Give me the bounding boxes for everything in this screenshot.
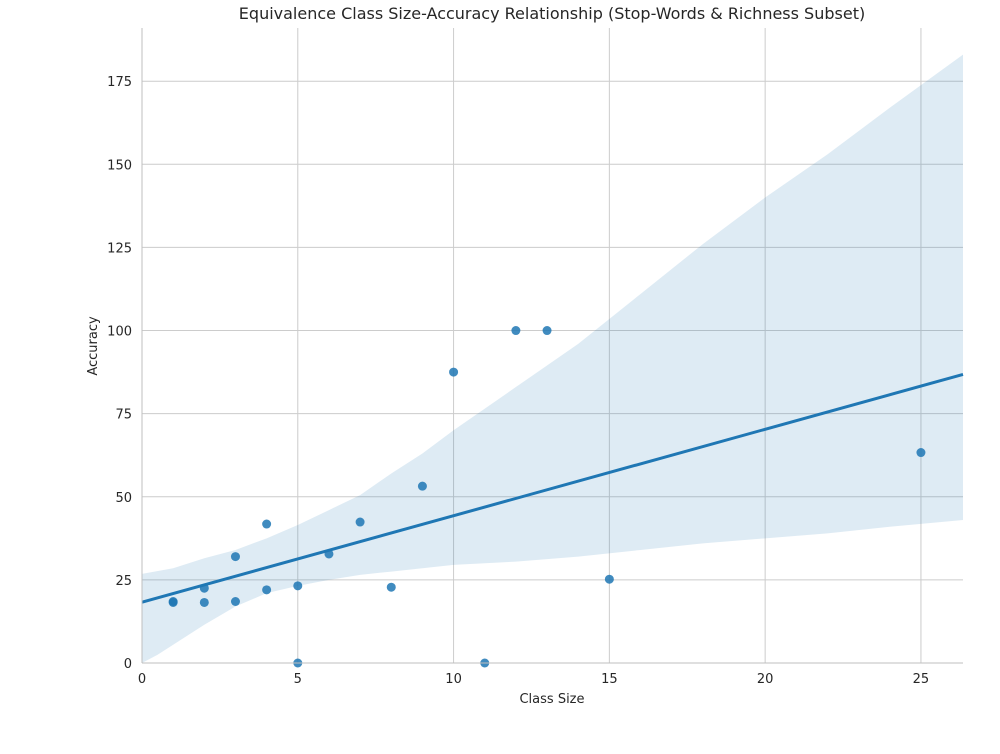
y-tick-label: 50 <box>115 491 132 506</box>
data-point <box>324 549 334 559</box>
y-tick-label: 175 <box>107 75 132 90</box>
data-point <box>542 326 552 336</box>
x-tick-label: 25 <box>913 672 930 687</box>
data-point <box>386 582 396 592</box>
grid-layer <box>142 28 963 663</box>
data-point <box>168 597 178 607</box>
confidence-band-layer <box>142 54 963 663</box>
data-point <box>355 517 365 527</box>
regression-line <box>141 372 964 604</box>
y-tick-label: 100 <box>107 325 132 340</box>
y-tick-label: 75 <box>115 408 132 423</box>
y-axis-label: Accuracy <box>86 316 101 376</box>
confidence-band <box>142 54 963 663</box>
data-point <box>230 596 240 606</box>
data-point <box>449 367 459 377</box>
x-tick-label: 5 <box>294 672 302 687</box>
data-point <box>604 574 614 584</box>
data-point <box>511 326 521 336</box>
regression-line-layer <box>141 372 964 604</box>
x-tick-label: 10 <box>445 672 462 687</box>
data-point <box>293 581 303 591</box>
tick-labels-layer: 0 5 10 15 20 25 0 25 50 75 100 125 150 175 <box>107 75 929 687</box>
data-point <box>262 519 272 529</box>
data-point <box>199 583 209 593</box>
data-point <box>916 448 926 458</box>
data-point <box>262 585 272 595</box>
axes-layer <box>141 28 963 664</box>
y-tick-label: 0 <box>124 657 132 672</box>
data-point <box>199 597 209 607</box>
data-points-layer <box>168 326 926 668</box>
x-tick-label: 20 <box>757 672 774 687</box>
x-tick-label: 15 <box>601 672 618 687</box>
chart-title: Equivalence Class Size-Accuracy Relation… <box>239 4 865 23</box>
y-tick-label: 25 <box>115 574 132 589</box>
data-point <box>230 552 240 562</box>
data-point <box>417 481 427 491</box>
y-tick-label: 125 <box>107 241 132 256</box>
x-axis-label: Class Size <box>519 692 584 707</box>
x-tick-label: 0 <box>138 672 146 687</box>
y-tick-label: 150 <box>107 158 132 173</box>
